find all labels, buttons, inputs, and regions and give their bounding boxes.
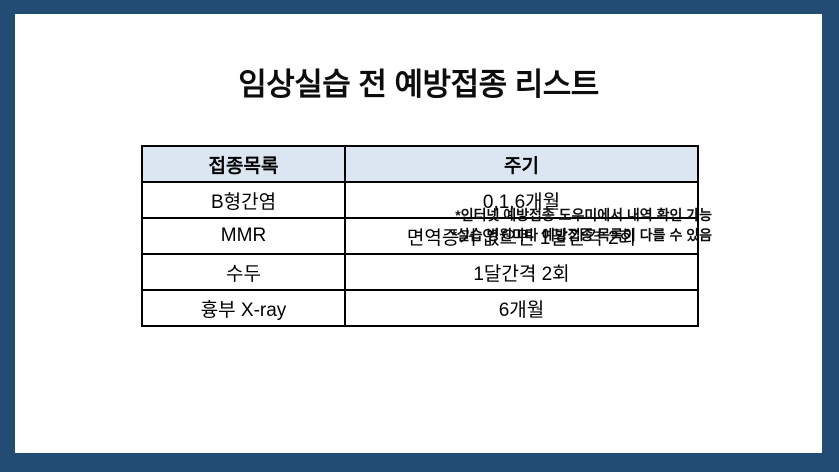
column-header-schedule: 주기 bbox=[344, 145, 699, 183]
table-header-row: 접종목록 주기 bbox=[141, 145, 699, 183]
cell-vaccine-schedule: 6개월 bbox=[344, 289, 699, 327]
cell-vaccine-name: 흉부 X-ray bbox=[141, 289, 346, 327]
table-row: 수두 1달간격 2회 bbox=[141, 253, 699, 291]
cell-vaccine-name: B형간염 bbox=[141, 181, 346, 219]
vaccination-table: 접종목록 주기 B형간염 0,1,6개월 MMR 면역증거 없으면 1달간격 2… bbox=[141, 145, 699, 327]
footnote-line: *인터넷 예방접종 도우미에서 내역 확인 가능 bbox=[455, 207, 712, 223]
table-row: 흉부 X-ray 6개월 bbox=[141, 289, 699, 327]
cell-vaccine-schedule: 0,1,6개월 bbox=[344, 181, 699, 219]
table-body: B형간염 0,1,6개월 MMR 면역증거 없으면 1달간격 2회 수두 1달간… bbox=[141, 181, 699, 327]
cell-vaccine-name: 수두 bbox=[141, 253, 346, 291]
table-row: MMR 면역증거 없으면 1달간격 2회 bbox=[141, 217, 699, 255]
slide-content: 임상실습 전 예방접종 리스트 접종목록 주기 B형간염 0,1,6개월 MMR bbox=[15, 14, 822, 453]
column-header-vaccine: 접종목록 bbox=[141, 145, 346, 183]
footnote-line: *실습 병원마다 예방접종 목록이 다를 수 있음 bbox=[451, 227, 712, 243]
cell-vaccine-schedule: 1달간격 2회 bbox=[344, 253, 699, 291]
table-row: B형간염 0,1,6개월 bbox=[141, 181, 699, 219]
cell-vaccine-name: MMR bbox=[141, 217, 346, 255]
cell-vaccine-schedule: 면역증거 없으면 1달간격 2회 bbox=[344, 217, 699, 255]
footnotes: *인터넷 예방접종 도우미에서 내역 확인 가능 *실습 병원마다 예방접종 목… bbox=[15, 205, 712, 245]
page-title: 임상실습 전 예방접종 리스트 bbox=[238, 67, 599, 102]
